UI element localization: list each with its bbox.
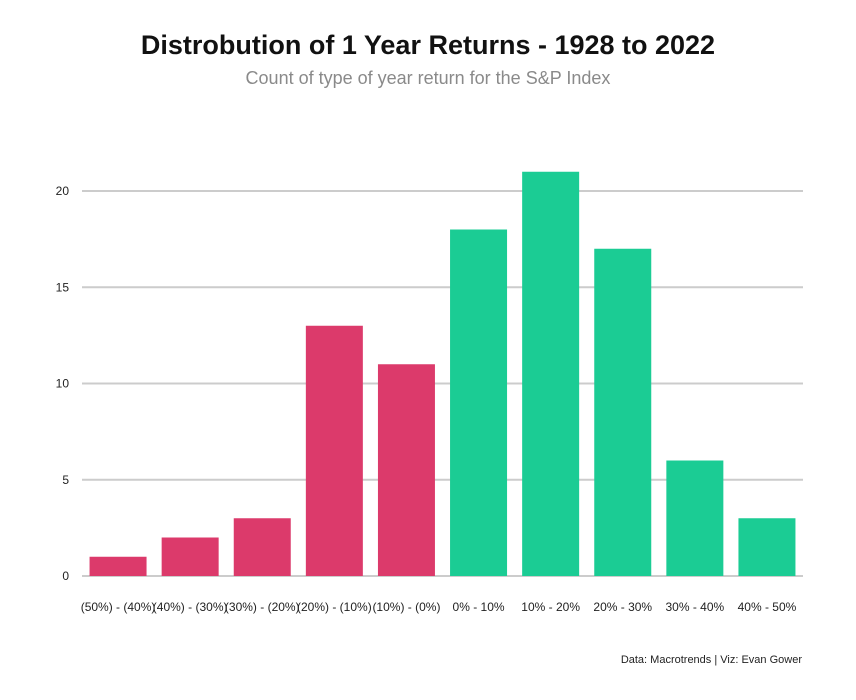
x-tick-label: 30% - 40% xyxy=(665,600,724,614)
x-tick-label: 0% - 10% xyxy=(453,600,505,614)
bar xyxy=(305,325,363,576)
bar xyxy=(161,537,219,576)
y-tick-label: 5 xyxy=(62,473,69,487)
chart-subtitle: Count of type of year return for the S&P… xyxy=(245,68,611,88)
x-tick-label: 10% - 20% xyxy=(521,600,580,614)
bar xyxy=(594,248,652,576)
x-tick-label: (20%) - (10%) xyxy=(297,600,372,614)
x-tick-label: (10%) - (0%) xyxy=(372,600,440,614)
source-credit: Data: Macrotrends | Viz: Evan Gower xyxy=(620,654,802,666)
bar xyxy=(377,364,435,576)
x-tick-label: (30%) - (20%) xyxy=(225,600,300,614)
bar xyxy=(738,518,796,576)
bar xyxy=(450,229,508,576)
bar xyxy=(666,460,724,576)
x-tick-label: 20% - 30% xyxy=(593,600,652,614)
y-tick-label: 15 xyxy=(56,280,70,294)
x-tick-label: (50%) - (40%) xyxy=(81,600,156,614)
bar xyxy=(233,518,291,576)
y-tick-label: 10 xyxy=(56,377,70,391)
y-tick-label: 20 xyxy=(56,184,70,198)
bar xyxy=(522,171,580,576)
x-tick-label: 40% - 50% xyxy=(738,600,797,614)
y-tick-label: 0 xyxy=(62,569,69,583)
bar xyxy=(89,556,147,576)
chart-title: Distrobution of 1 Year Returns - 1928 to… xyxy=(140,30,716,60)
x-tick-label: (40%) - (30%) xyxy=(153,600,228,614)
